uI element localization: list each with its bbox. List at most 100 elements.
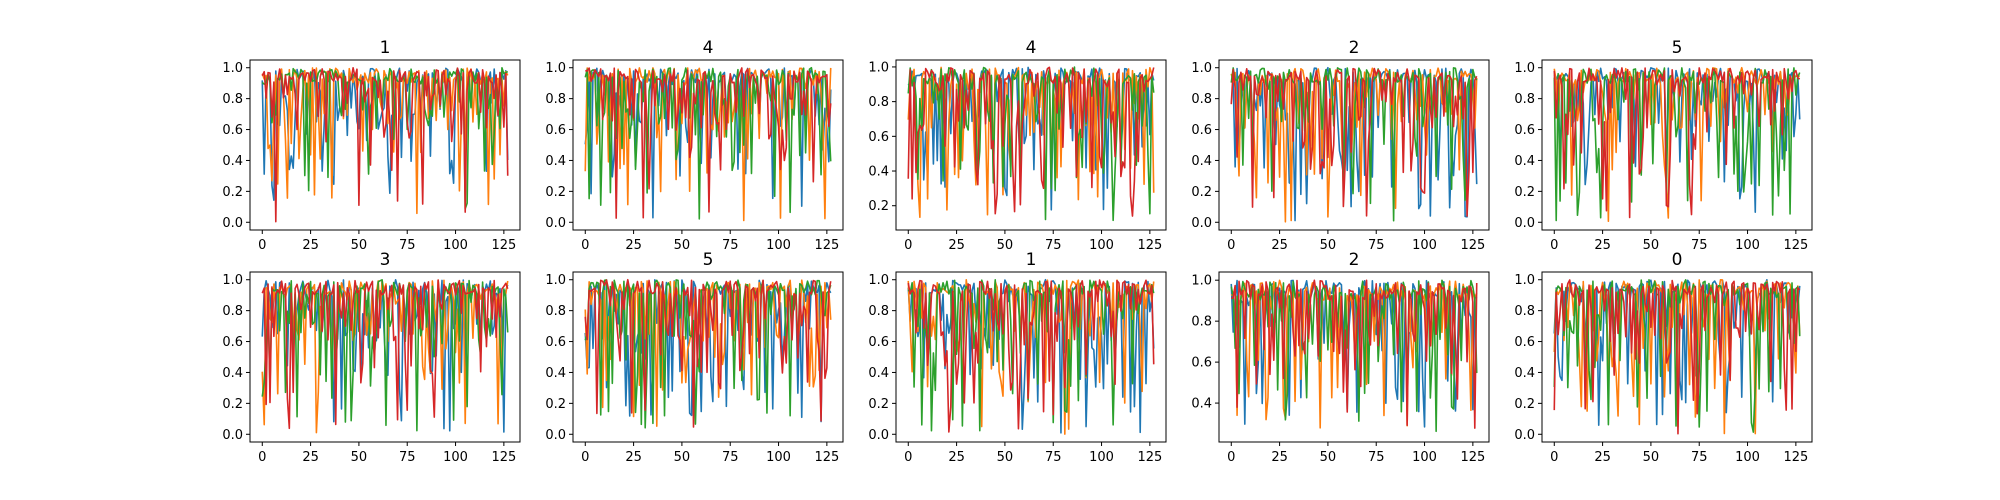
x-tick-label: 0 <box>1227 238 1235 253</box>
axes-frame <box>895 271 1167 443</box>
y-tick-label: 0.2 <box>222 397 243 412</box>
series-group <box>584 66 832 222</box>
y-tick-label: 0.2 <box>222 185 243 200</box>
series-line-3 <box>584 279 832 429</box>
y-tick-label: 0.6 <box>868 130 889 145</box>
y-tick-label: 0.6 <box>222 123 243 138</box>
x-tick-label: 75 <box>722 450 739 465</box>
x-tick-label: 50 <box>674 450 691 465</box>
y-tick-label: 0.0 <box>1191 216 1212 231</box>
subplot-title: 1 <box>1026 250 1037 270</box>
y-tick-label: 0.2 <box>1191 185 1212 200</box>
y-tick-label: 0.4 <box>868 165 889 180</box>
x-tick-label: 0 <box>258 450 266 465</box>
x-tick-label: 100 <box>1089 450 1114 465</box>
x-tick-label: 100 <box>443 238 468 253</box>
series-line-3 <box>1553 67 1801 222</box>
series-group <box>1553 66 1801 222</box>
axes-frame <box>895 59 1167 231</box>
y-tick-label: 1.0 <box>868 273 889 288</box>
y-tick-label: 1.0 <box>222 61 243 76</box>
axes-frame <box>1541 271 1813 443</box>
x-tick-label: 125 <box>1460 450 1485 465</box>
y-tick-label: 0.6 <box>545 123 566 138</box>
y-tick-label: 0.4 <box>222 366 243 381</box>
x-tick-label: 0 <box>1550 450 1558 465</box>
series-line-4 <box>1553 279 1801 435</box>
series-line-3 <box>1230 67 1478 222</box>
x-tick-label: 100 <box>766 238 791 253</box>
x-tick-label: 125 <box>814 450 839 465</box>
x-tick-label: 125 <box>491 450 516 465</box>
y-tick-label: 0.6 <box>1514 123 1535 138</box>
x-tick-label: 100 <box>1735 450 1760 465</box>
y-tick-label: 1.0 <box>1514 61 1535 76</box>
x-tick-label: 0 <box>258 238 266 253</box>
x-tick-label: 0 <box>581 238 589 253</box>
series-line-1 <box>1553 67 1801 213</box>
x-tick-label: 50 <box>1320 450 1337 465</box>
x-tick-label: 25 <box>948 450 965 465</box>
y-tick-label: 0.4 <box>1514 366 1535 381</box>
x-tick-label: 125 <box>1783 450 1808 465</box>
x-tick-label: 75 <box>722 238 739 253</box>
series-line-4 <box>907 279 1155 433</box>
y-tick-label: 1.0 <box>222 273 243 288</box>
series-line-4 <box>261 279 509 430</box>
x-tick-label: 0 <box>904 238 912 253</box>
series-group <box>584 278 832 429</box>
y-tick-label: 0.8 <box>1514 304 1535 319</box>
series-line-3 <box>584 66 832 220</box>
series-line-2 <box>1553 66 1800 222</box>
axes-frame <box>572 59 844 231</box>
y-tick-label: 0.0 <box>868 428 889 443</box>
x-tick-label: 100 <box>1412 238 1437 253</box>
x-tick-label: 50 <box>1320 238 1337 253</box>
y-tick-label: 0.6 <box>545 335 566 350</box>
x-tick-label: 0 <box>1227 450 1235 465</box>
series-group <box>1553 278 1801 435</box>
x-tick-label: 25 <box>1271 238 1288 253</box>
y-tick-label: 0.8 <box>545 304 566 319</box>
y-tick-label: 0.6 <box>222 335 243 350</box>
x-tick-label: 50 <box>1643 238 1660 253</box>
x-tick-label: 25 <box>302 238 319 253</box>
subplot-4: 0 25 50 75 100 125 0.0 0.2 0.4 0.6 0.8 1.0 2 <box>1191 38 1490 253</box>
series-group <box>261 66 509 223</box>
y-tick-label: 0.4 <box>222 154 243 169</box>
series-line-4 <box>1553 67 1801 219</box>
x-tick-label: 50 <box>351 450 368 465</box>
axes-frame <box>572 271 844 443</box>
axes-frame <box>249 59 521 231</box>
subplot-title: 2 <box>1349 250 1360 270</box>
y-tick-label: 0.0 <box>1514 428 1535 443</box>
y-tick-label: 1.0 <box>1191 61 1212 76</box>
x-tick-label: 125 <box>491 238 516 253</box>
y-tick-label: 0.4 <box>1191 154 1212 169</box>
x-tick-label: 50 <box>351 238 368 253</box>
series-line-2 <box>907 66 1155 219</box>
y-tick-label: 0.4 <box>868 366 889 381</box>
series-line-4 <box>585 67 832 219</box>
x-tick-label: 100 <box>443 450 468 465</box>
x-tick-label: 25 <box>1594 450 1611 465</box>
y-tick-label: 0.2 <box>1514 185 1535 200</box>
x-tick-label: 75 <box>1691 450 1708 465</box>
x-tick-label: 0 <box>581 450 589 465</box>
y-tick-label: 0.4 <box>1191 397 1212 412</box>
x-tick-label: 25 <box>1594 238 1611 253</box>
x-tick-label: 125 <box>814 238 839 253</box>
series-group <box>907 278 1155 435</box>
series-line-3 <box>261 279 509 432</box>
y-tick-label: 0.8 <box>868 95 889 110</box>
y-tick-label: 0.8 <box>222 92 243 107</box>
x-tick-label: 75 <box>399 238 416 253</box>
y-tick-label: 0.8 <box>545 92 566 107</box>
subplot-7: 0 25 50 75 100 125 0.0 0.2 0.4 0.6 0.8 1.0 5 <box>545 250 844 465</box>
subplot-title: 0 <box>1672 250 1683 270</box>
y-tick-label: 0.0 <box>1514 216 1535 231</box>
y-tick-label: 1.0 <box>1514 273 1535 288</box>
y-tick-label: 0.4 <box>545 154 566 169</box>
series-group <box>907 66 1155 222</box>
